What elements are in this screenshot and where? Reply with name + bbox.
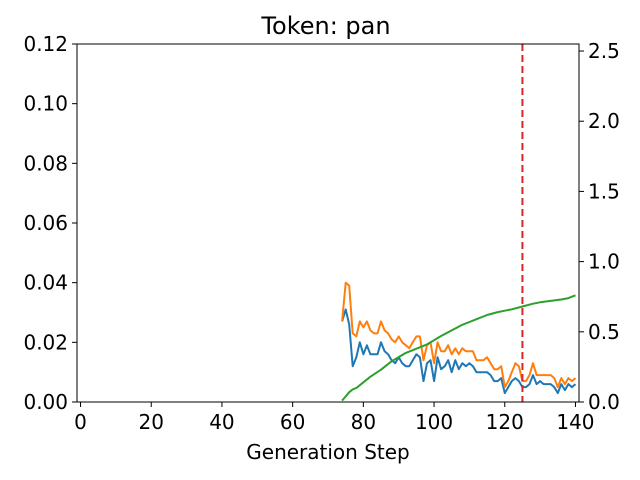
x-axis-title: Generation Step — [246, 440, 409, 464]
y-tick-label: 0.02 — [23, 330, 68, 354]
y2-tick-label: 1.0 — [588, 250, 620, 274]
plot-frame — [76, 43, 580, 403]
y-tick-label: 0.12 — [23, 32, 68, 56]
y2-tick-label: 0.5 — [588, 320, 620, 344]
x-tick-label: 60 — [280, 410, 305, 434]
y2-tick-label: 0.0 — [588, 390, 620, 414]
y-tick-label: 0.08 — [23, 151, 68, 175]
x-tick-label: 20 — [139, 410, 164, 434]
y-tick-label: 0.00 — [23, 390, 68, 414]
y2-tick-label: 2.5 — [588, 39, 620, 63]
y-tick-label: 0.06 — [23, 211, 68, 235]
y2-tick-label: 2.0 — [588, 109, 620, 133]
x-tick-label: 40 — [209, 410, 234, 434]
y-tick-label: 0.04 — [23, 271, 68, 295]
x-tick-label: 100 — [415, 410, 453, 434]
series-line-3 — [341, 294, 576, 402]
series-line-2 — [341, 281, 577, 389]
chart-title: Token: pan — [260, 12, 390, 40]
y-axis-right: 0.0 0.5 1.0 1.5 2.0 2.5 — [579, 39, 620, 414]
x-tick-label: 80 — [351, 410, 376, 434]
x-tick-label: 140 — [556, 410, 594, 434]
y-axis-left: 0.00 0.02 0.04 0.06 0.08 0.10 0.12 — [23, 32, 77, 414]
y-tick-label: 0.10 — [23, 92, 68, 116]
series-line-1 — [341, 308, 577, 395]
x-tick-label: 120 — [486, 410, 524, 434]
x-axis: 0 20 40 60 80 100 120 140 — [74, 402, 595, 434]
series-layer — [341, 281, 577, 402]
x-tick-label: 0 — [74, 410, 87, 434]
y2-tick-label: 1.5 — [588, 179, 620, 203]
